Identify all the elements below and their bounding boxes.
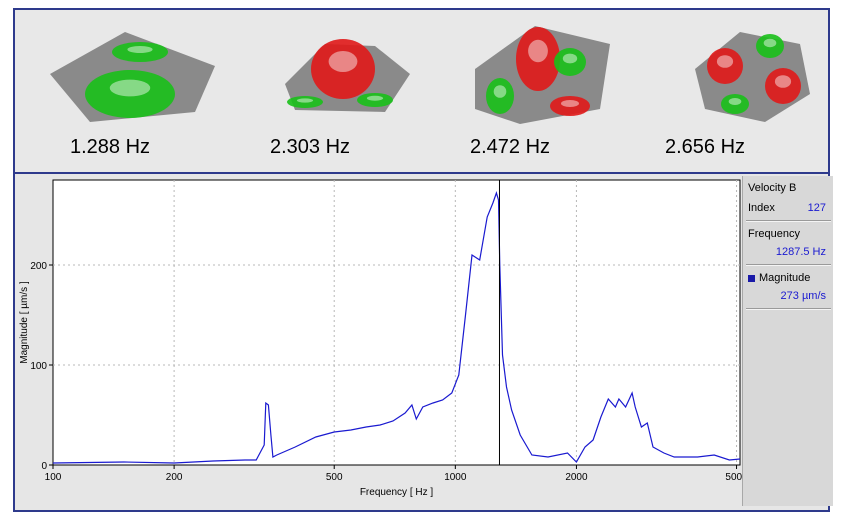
y-tick-label: 0 (41, 461, 47, 472)
mode-lobe-highlight (562, 53, 578, 64)
x-axis-label: Frequency [ Hz ] (360, 487, 434, 498)
mode-lobe-highlight (366, 95, 384, 101)
mode-lobe-highlight (127, 46, 153, 53)
mode-lobe (756, 34, 784, 58)
mode-lobe (357, 93, 393, 107)
spectrum-chart: 1002005001000200050000100200Frequency [ … (19, 179, 742, 498)
x-tick-label: 100 (45, 472, 62, 483)
mode-frequency-label: 2.656 Hz (665, 136, 746, 158)
readout-magnitude-value: 273 µm/s (780, 290, 826, 302)
x-tick-label: 2000 (565, 472, 588, 483)
mode-lobe-highlight (728, 98, 742, 105)
mode-lobe-highlight (528, 39, 548, 63)
mode-shape-3: 2.472 Hz (420, 10, 620, 172)
mode-frequency-label: 1.288 Hz (70, 136, 151, 158)
mode-shape-surface (285, 39, 410, 112)
mode-lobe-highlight (109, 79, 151, 97)
mode-lobe-highlight (763, 38, 777, 48)
readout-divider (746, 308, 831, 310)
mode-shape-2: 2.303 Hz (225, 10, 425, 172)
mode-shape-surface (695, 32, 810, 122)
readout-magnitude-label-row: Magnitude (748, 272, 830, 284)
mode-frequency-label: 2.472 Hz (470, 136, 551, 158)
plot-area (52, 179, 741, 466)
readout-index-value: 127 (807, 202, 826, 214)
readout-index-row: Index 127 (748, 202, 830, 214)
mode-lobe-highlight (296, 98, 314, 103)
y-tick-label: 200 (30, 261, 47, 272)
mode-lobe (721, 94, 749, 114)
mode-lobe-highlight (774, 75, 792, 88)
mode-shape-surface (50, 32, 215, 122)
mode-lobe-highlight (493, 85, 507, 98)
mode-shape-surface (475, 26, 610, 124)
readout-frequency-label: Frequency (748, 228, 800, 240)
mode-lobe (550, 96, 590, 116)
readout-frequency-value: 1287.5 Hz (775, 246, 826, 258)
mode-lobe (85, 70, 175, 118)
mode-shapes-panel: 1.288 Hz 2.303 Hz 2.472 Hz 2.656 Hz (13, 8, 830, 174)
mode-lobe (554, 48, 586, 76)
mode-frequency-label: 2.303 Hz (270, 136, 351, 158)
mode-lobe (765, 68, 801, 104)
x-tick-label: 500 (326, 472, 343, 483)
readout-magnitude-label: Magnitude (759, 272, 811, 284)
readout-frequency-label-row: Frequency (748, 228, 830, 240)
x-tick-label: 1000 (444, 472, 467, 483)
readout-index-label: Index (748, 202, 775, 214)
magnitude-series-line (52, 191, 741, 464)
magnitude-legend-swatch (748, 274, 755, 282)
mode-lobe (707, 48, 743, 84)
x-tick-label: 200 (166, 472, 183, 483)
mode-lobe (287, 96, 323, 108)
mode-lobe-highlight (328, 51, 358, 72)
mode-lobe-highlight (561, 100, 579, 107)
mode-lobe (486, 78, 514, 114)
readout-divider (746, 220, 831, 222)
y-tick-label: 100 (30, 361, 47, 372)
cursor-readout: Velocity B Index 127 Frequency 1287.5 Hz… (742, 176, 833, 506)
mode-lobe-highlight (716, 55, 734, 68)
y-axis-label: Magnitude [ µm/s ] (19, 281, 30, 364)
mode-lobe (112, 42, 168, 62)
mode-shape-4: 2.656 Hz (615, 10, 815, 172)
mode-shape-1: 1.288 Hz (30, 10, 230, 172)
mode-lobe (311, 39, 375, 99)
mode-lobe (516, 27, 560, 91)
readout-title: Velocity B (748, 182, 797, 194)
readout-divider (746, 264, 831, 266)
